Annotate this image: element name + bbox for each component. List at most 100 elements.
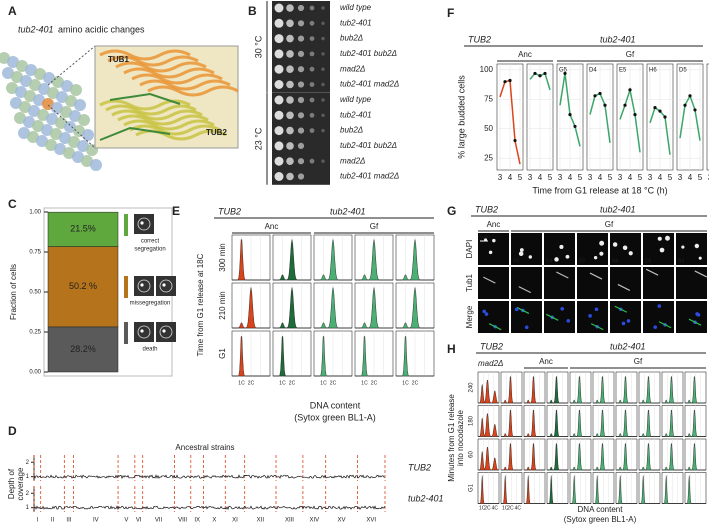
- lattice-subunit: [38, 83, 50, 95]
- helix: [107, 55, 199, 67]
- lattice-subunit: [14, 112, 26, 124]
- row-label: 300 min: [218, 243, 227, 271]
- cell: [159, 279, 173, 293]
- row-label: G1: [218, 348, 227, 359]
- lattice-subunit: [18, 127, 30, 139]
- axis-label: % large budded cells: [456, 75, 466, 159]
- clone-label: H6: [612, 258, 619, 264]
- histogram-peak: [616, 376, 637, 404]
- strain-label: TUB2: [408, 462, 431, 472]
- histogram-peak: [570, 443, 591, 471]
- yeast-spot: [297, 142, 305, 149]
- point-marker: [513, 138, 517, 143]
- yeast-spot: [274, 95, 284, 105]
- lattice-subunit: [54, 143, 66, 155]
- dapi-signal: [621, 321, 626, 326]
- histogram-peak: [501, 409, 522, 437]
- plot-frame: [706, 63, 709, 171]
- spindle-signal: [617, 283, 631, 291]
- helix: [131, 73, 223, 85]
- yeast-spot: [297, 173, 305, 180]
- histogram-peak: [232, 239, 270, 281]
- group-label: Anc: [539, 357, 553, 366]
- spindle-signal: [589, 272, 603, 280]
- genotype-label: TUB2: [218, 206, 241, 216]
- micrograph: [544, 301, 575, 333]
- chromosome-label: XI: [232, 518, 238, 524]
- spindle-signal: [556, 271, 569, 279]
- histogram-peak: [396, 239, 434, 281]
- histogram-peak: [273, 336, 311, 377]
- histogram-peak: [639, 475, 660, 504]
- micrograph: [577, 233, 608, 265]
- row-label: Merge: [465, 305, 474, 328]
- histogram-peak: [570, 376, 591, 404]
- x-tick-label: 1C: [320, 380, 327, 386]
- histogram-peak: [273, 239, 311, 281]
- yeast-spot: [297, 112, 305, 119]
- micrograph: [577, 267, 608, 299]
- lattice-subunit: [47, 87, 59, 99]
- nucleus: [162, 283, 166, 287]
- genotype-label: tub2-401: [600, 34, 636, 44]
- helix: [105, 104, 197, 116]
- histogram-peak: [639, 409, 660, 437]
- clone-label: D4: [546, 258, 553, 264]
- micrograph: [610, 301, 641, 333]
- row-label: G1: [469, 483, 475, 492]
- y-tick-label: 2: [26, 460, 30, 466]
- spindle-signal: [516, 306, 530, 314]
- strain-label: wild type: [340, 95, 372, 104]
- clone-label: G5: [559, 68, 568, 74]
- point-marker: [568, 113, 572, 117]
- lattice-subunit: [41, 124, 53, 136]
- cell: [137, 217, 151, 231]
- yeast-spot: [274, 126, 284, 136]
- category-caption: missegregation: [130, 301, 171, 307]
- row-label: 210 min: [218, 291, 227, 319]
- histogram-peak: [501, 475, 522, 504]
- panel-letter: G: [447, 204, 456, 218]
- yeast-spot: [274, 141, 284, 151]
- helix: [99, 99, 191, 111]
- x-tick-label: 3: [648, 173, 653, 182]
- histogram-peak: [232, 336, 270, 377]
- lattice-subunit: [73, 125, 85, 137]
- helix: [117, 114, 209, 126]
- spindle-signal: [488, 323, 502, 331]
- yeast-spot: [309, 36, 315, 41]
- x-tick-label: 1C: [502, 505, 509, 511]
- lattice-subunit: [20, 75, 32, 87]
- yeast-spot: [309, 112, 315, 118]
- histogram-peak: [639, 376, 660, 404]
- genotype-label: TUB2: [468, 34, 491, 44]
- histogram-peak: [547, 475, 568, 504]
- x-tick-label: 3: [528, 173, 533, 182]
- chromosome-label: II: [51, 518, 55, 524]
- histogram-peak: [524, 409, 545, 437]
- histogram-peak: [314, 287, 352, 329]
- y-tick-label: 50: [484, 124, 493, 133]
- cell-image: [134, 214, 154, 234]
- dapi-signal: [657, 304, 662, 308]
- clone-label: D4: [589, 68, 597, 74]
- helix: [115, 61, 207, 73]
- point-marker: [533, 71, 537, 76]
- chromosome-label: XV: [338, 518, 346, 524]
- yeast-spot: [321, 113, 325, 118]
- y-tick-label: 1.00: [29, 210, 41, 216]
- x-tick-label: 5: [608, 173, 613, 182]
- y-tick-label: 100: [480, 65, 494, 74]
- yeast-spot: [274, 18, 284, 28]
- dapi-signal: [492, 238, 496, 243]
- spindle-signal: [614, 305, 628, 313]
- histogram-peak: [639, 443, 660, 471]
- histogram-peak: [478, 413, 499, 437]
- dapi-signal: [593, 255, 598, 260]
- x-tick-label: 5: [638, 173, 643, 182]
- yeast-spot: [297, 35, 305, 42]
- histogram-peak: [685, 443, 706, 471]
- genotype-label: tub2-401: [610, 341, 646, 351]
- spindle-signal: [518, 286, 532, 294]
- panel-letter: B: [248, 4, 257, 18]
